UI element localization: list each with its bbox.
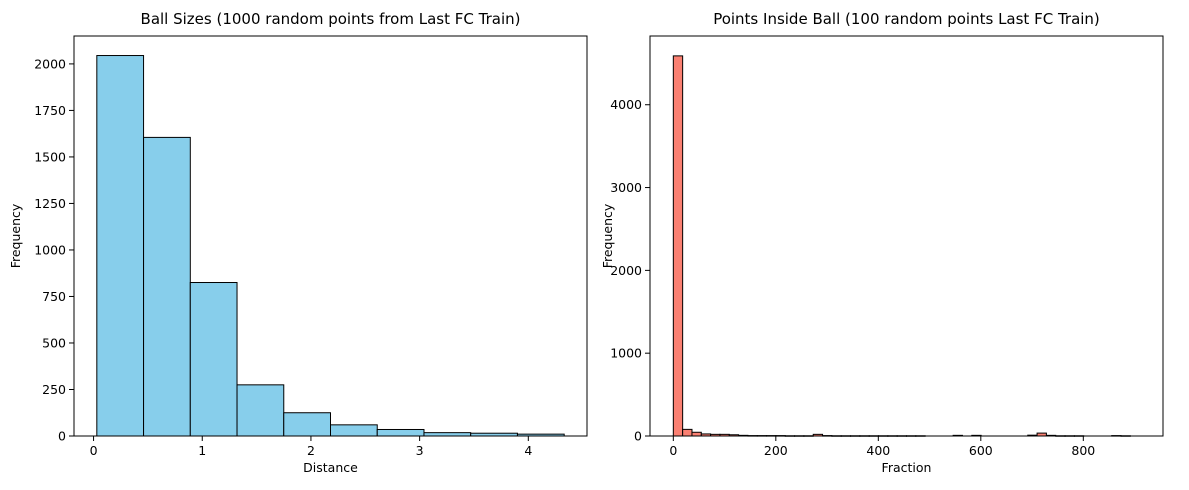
x-tick-label: 0 — [669, 443, 677, 458]
histogram-bar — [682, 428, 693, 437]
x-tick-label: 0 — [90, 443, 98, 458]
y-tick-label: 1750 — [34, 103, 66, 118]
y-tick-label: 1000 — [610, 346, 642, 361]
histogram-bar — [330, 424, 378, 437]
x-tick-label: 2 — [307, 443, 315, 458]
x-tick-label: 600 — [969, 443, 993, 458]
y-axis-label: Frequency — [8, 203, 23, 268]
x-tick-label: 1 — [198, 443, 206, 458]
plot-frame — [649, 35, 1164, 437]
histogram-bar — [283, 412, 332, 437]
y-tick-label: 1000 — [34, 242, 66, 257]
x-tick-label: 400 — [866, 443, 890, 458]
histogram-bar — [423, 432, 472, 437]
chart-title: Points Inside Ball (100 random points La… — [713, 10, 1100, 28]
y-tick-label: 1500 — [34, 149, 66, 164]
y-tick-label: 750 — [42, 289, 66, 304]
y-tick-label: 2000 — [34, 56, 66, 71]
x-tick-label: 200 — [764, 443, 788, 458]
y-tick-label: 4000 — [610, 97, 642, 112]
histogram-bar — [236, 384, 285, 437]
y-tick-label: 250 — [42, 382, 66, 397]
y-tick-label: 0 — [634, 429, 642, 444]
histogram-bar — [376, 428, 425, 437]
x-axis-label: Fraction — [882, 460, 932, 475]
x-tick-label: 800 — [1071, 443, 1095, 458]
histogram-bar — [672, 55, 684, 437]
y-tick-label: 1250 — [34, 196, 66, 211]
x-tick-label: 3 — [416, 443, 424, 458]
chart-ball-sizes: 0 1 2 3 4 0 250 500 750 1000 1250 1500 1750 2000 Ball … — [8, 10, 588, 475]
y-tick-label: 3000 — [610, 180, 642, 195]
histogram-bar — [96, 55, 145, 437]
y-tick-label: 500 — [42, 335, 66, 350]
y-axis-label: Frequency — [600, 203, 615, 268]
x-tick-label: 4 — [524, 443, 532, 458]
plot-frame — [73, 35, 588, 437]
chart-points-inside-ball: 0 200 400 600 800 0 1000 2000 3000 4000 Points Ins… — [600, 10, 1164, 475]
y-tick-label: 0 — [58, 429, 66, 444]
chart-title: Ball Sizes (1000 random points from Last… — [141, 10, 521, 28]
x-axis-label: Distance — [303, 460, 358, 475]
histogram-bar — [691, 431, 702, 437]
y-tick-label: 2000 — [610, 263, 642, 278]
histogram-bar — [143, 136, 191, 437]
histogram-bar — [189, 282, 238, 437]
